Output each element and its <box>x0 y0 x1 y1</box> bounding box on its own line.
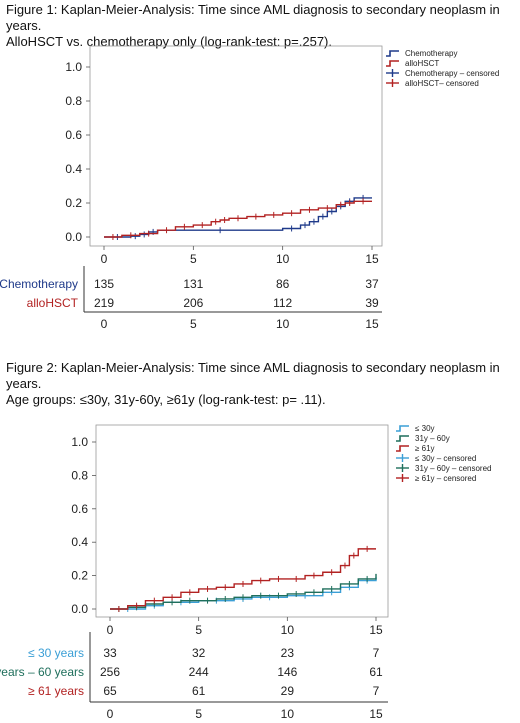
fig2-risk-count: 23 <box>281 646 295 660</box>
fig1-risk-count: 219 <box>94 296 114 310</box>
fig2-legend-swatch <box>396 445 409 452</box>
fig2-legend-swatch <box>396 425 409 432</box>
fig1-ytick-label: 1.0 <box>65 60 82 74</box>
fig2-ytick-label: 1.0 <box>71 435 88 449</box>
fig2-risk-row-label: ≤ 30 years <box>28 646 84 660</box>
fig1-ytick-label: 0.6 <box>65 128 82 142</box>
fig1-risk-count: 112 <box>273 296 292 310</box>
fig1-risk-time-label: 10 <box>276 317 290 331</box>
figure1-caption: Figure 1: Kaplan-Meier-Analysis: Time si… <box>6 2 518 50</box>
fig2-ytick-label: 0.6 <box>71 502 88 516</box>
fig1-legend-swatch <box>386 50 399 57</box>
fig1-xtick-label: 5 <box>190 252 197 266</box>
fig2-legend-label: 31y – 60y <box>415 434 450 443</box>
fig2-xtick-label: 5 <box>195 623 202 637</box>
fig1-risk-time-label: 0 <box>101 317 108 331</box>
fig2-risk-count: 33 <box>103 646 117 660</box>
figure1-km-chart: 0.00.20.40.60.81.00 5 10 15Chemotherapyallo… <box>0 45 499 331</box>
fig2-series-1-line <box>110 573 377 610</box>
fig1-legend-swatch <box>386 60 399 67</box>
fig1-ytick-label: 0.0 <box>65 230 82 244</box>
fig2-risk-count: 32 <box>192 646 206 660</box>
fig1-ytick-label: 0.2 <box>65 196 82 210</box>
fig2-risk-count: 29 <box>281 684 295 698</box>
fig1-risk-time-label: 15 <box>365 317 379 331</box>
fig2-series-2-line <box>110 548 376 610</box>
fig2-ytick-label: 0.4 <box>71 535 88 549</box>
fig2-legend-label: ≥ 61y – censored <box>415 474 476 483</box>
fig2-risk-count: 256 <box>100 665 120 679</box>
fig2-risk-time-label: 10 <box>281 707 295 721</box>
figure2-caption: Figure 2: Kaplan-Meier-Analysis: Time si… <box>6 360 518 408</box>
fig2-risk-count: 65 <box>103 684 117 698</box>
fig1-risk-row-label: Chemotherapy <box>0 277 78 291</box>
fig2-ytick-label: 0.8 <box>71 468 88 482</box>
fig1-ytick-label: 0.4 <box>65 162 82 176</box>
figure2-caption-line2: Age groups: ≤30y, 31y-60y, ≥61y (log-ran… <box>6 392 326 407</box>
fig1-legend-label: Chemotherapy – censored <box>405 69 499 78</box>
fig1-legend-label: alloHSCT– censored <box>405 79 479 88</box>
fig2-risk-time-label: 0 <box>107 707 114 721</box>
fig1-xtick-label: 15 <box>365 252 379 266</box>
fig2-plot-frame <box>95 424 389 618</box>
fig1-xtick-label: 10 <box>276 252 290 266</box>
fig2-legend-label: ≤ 30y – censored <box>415 454 476 463</box>
fig1-risk-count: 37 <box>365 277 379 291</box>
fig2-risk-count: 61 <box>369 665 383 679</box>
fig2-risk-row-label: 31 years – 60 years <box>0 665 84 679</box>
fig2-ytick-label: 0.2 <box>71 569 88 583</box>
fig2-risk-time-label: 15 <box>369 707 383 721</box>
fig1-risk-count: 135 <box>94 277 114 291</box>
fig2-legend-label: ≤ 30y <box>415 424 435 433</box>
fig2-risk-count: 244 <box>189 665 209 679</box>
fig1-plot-frame <box>89 45 383 247</box>
fig2-xtick-label: 0 <box>107 623 114 637</box>
figure1-caption-line1: Figure 1: Kaplan-Meier-Analysis: Time si… <box>6 2 500 33</box>
fig2-risk-count: 7 <box>373 684 380 698</box>
fig2-xtick-label: 15 <box>369 623 383 637</box>
fig1-legend-label: Chemotherapy <box>405 49 457 58</box>
fig1-risk-count: 86 <box>276 277 290 291</box>
fig2-risk-count: 61 <box>192 684 206 698</box>
fig2-legend-swatch <box>396 435 409 442</box>
fig1-legend-label: alloHSCT <box>405 59 439 68</box>
fig2-legend-label: 31y – 60y – censored <box>415 464 492 473</box>
fig1-xtick-label: 0 <box>101 252 108 266</box>
fig2-legend-label: ≥ 61y <box>415 444 435 453</box>
fig2-risk-row-label: ≥ 61 years <box>28 684 84 698</box>
fig2-ytick-label: 0.0 <box>71 602 88 616</box>
fig2-risk-count: 146 <box>277 665 297 679</box>
fig2-risk-time-label: 5 <box>195 707 202 721</box>
fig1-risk-count: 131 <box>183 277 203 291</box>
fig2-risk-count: 7 <box>373 646 380 660</box>
fig1-risk-count: 206 <box>183 296 203 310</box>
fig2-xtick-label: 10 <box>281 623 295 637</box>
fig1-risk-row-label: alloHSCT <box>27 296 79 310</box>
fig1-ytick-label: 0.8 <box>65 94 82 108</box>
fig1-risk-time-label: 5 <box>190 317 197 331</box>
fig1-risk-count: 39 <box>365 296 379 310</box>
figure1-caption-line2: AlloHSCT vs. chemotherapy only (log-rank… <box>6 34 332 49</box>
figure2-caption-line1: Figure 2: Kaplan-Meier-Analysis: Time si… <box>6 360 500 391</box>
